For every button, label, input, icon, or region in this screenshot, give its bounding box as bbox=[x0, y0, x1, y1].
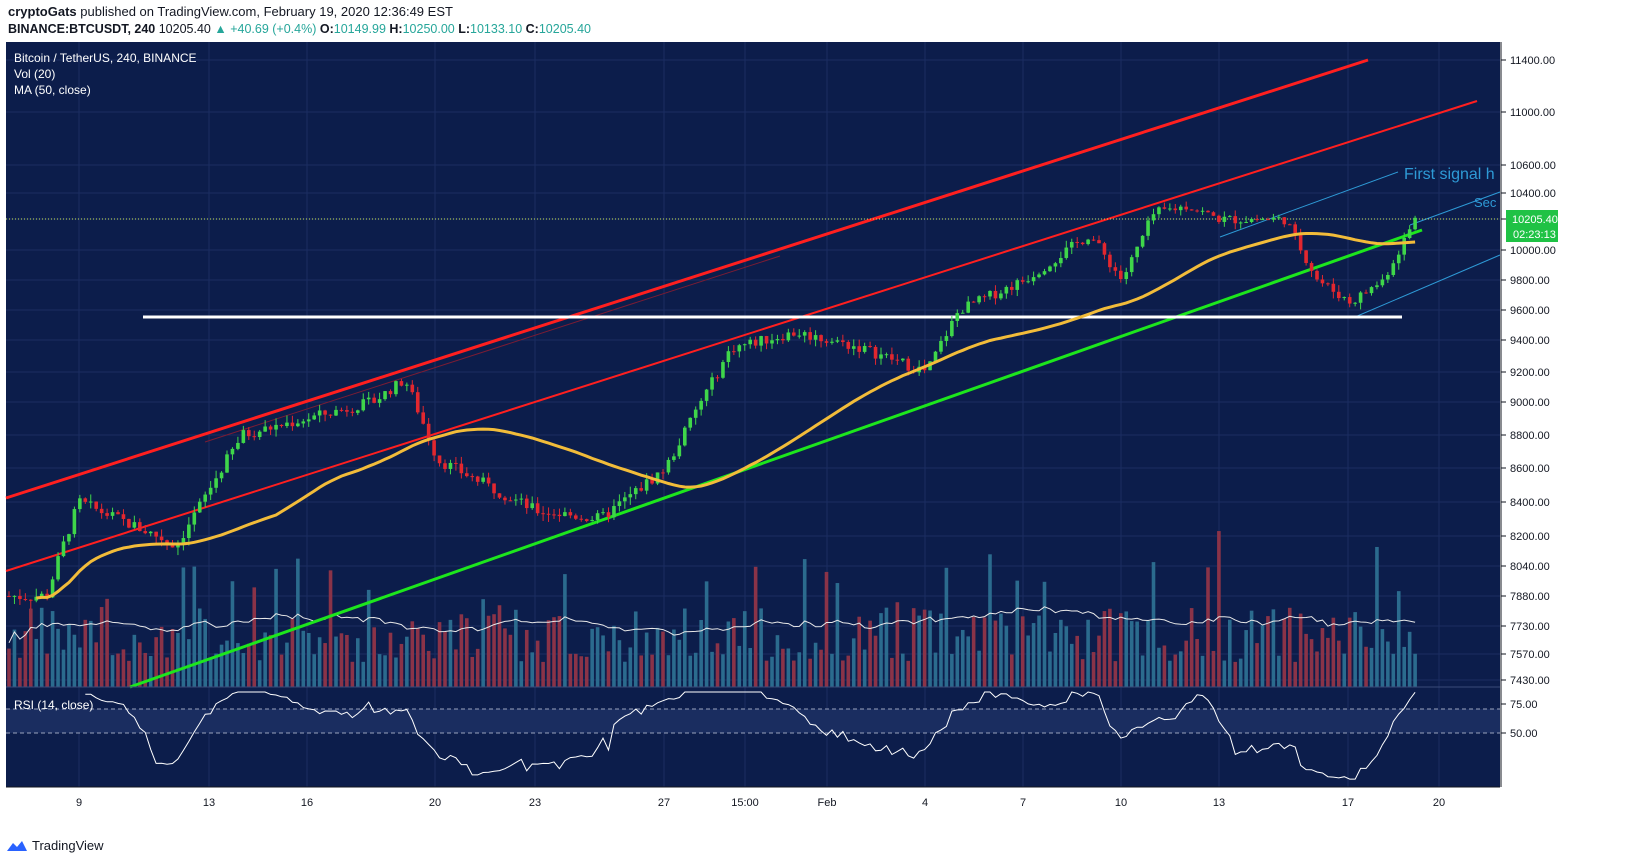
brand-name: TradingView bbox=[32, 838, 104, 853]
legend-vol: Vol (20) bbox=[14, 67, 55, 81]
volume-bars bbox=[7, 531, 1417, 687]
price-axis-bg bbox=[1500, 42, 1645, 787]
time-axis-tick: 4 bbox=[922, 797, 928, 809]
price-axis-tick: 11000.00 bbox=[1510, 107, 1555, 119]
moving-average-line bbox=[36, 232, 1416, 600]
price-axis-tick: 9400.00 bbox=[1510, 335, 1550, 347]
author-name[interactable]: cryptoGats bbox=[8, 4, 77, 19]
time-axis-tick: 15:00 bbox=[731, 797, 759, 809]
price-axis-tick: 8040.00 bbox=[1510, 561, 1550, 573]
channel-mid-line bbox=[5, 100, 1478, 572]
price-axis-tick: 9800.00 bbox=[1510, 275, 1550, 287]
legend-title: Bitcoin / TetherUS, 240, BINANCE bbox=[14, 51, 197, 65]
price-tag-value: 10205.40 bbox=[1512, 214, 1558, 226]
time-axis-tick: 27 bbox=[658, 797, 670, 809]
price-axis-tick: 8800.00 bbox=[1510, 430, 1550, 442]
price-axis-tick: 9600.00 bbox=[1510, 305, 1550, 317]
low-value: 10133.10 bbox=[470, 22, 523, 36]
rsi-axis-tick-50: 50.00 bbox=[1510, 728, 1538, 740]
price-axis-tick: 8400.00 bbox=[1510, 497, 1550, 509]
last-price: 10205.40 bbox=[158, 22, 211, 36]
time-axis-tick: 13 bbox=[1213, 797, 1225, 809]
time-axis[interactable]: 9 13 16 20 23 27 15:00 Feb 4 7 10 13 17 20 bbox=[76, 797, 1445, 809]
candlesticks bbox=[7, 201, 1417, 609]
support-line-green bbox=[129, 228, 1423, 689]
faint-line bbox=[204, 255, 781, 443]
publish-text: published on TradingView.com, February 1… bbox=[80, 4, 453, 19]
time-axis-tick: 20 bbox=[429, 797, 441, 809]
close-value: 10205.40 bbox=[538, 22, 591, 36]
ohlc-bar: BINANCE:BTCUSDT, 240 10205.40 ▲ +40.69 (… bbox=[8, 22, 591, 36]
time-axis-tick: Feb bbox=[818, 797, 837, 809]
symbol-label: BINANCE:BTCUSDT, 240 bbox=[8, 22, 156, 36]
signal-upper-line bbox=[1219, 171, 1399, 238]
price-tag-countdown: 02:23:13 bbox=[1513, 229, 1556, 241]
channel-top-line bbox=[5, 58, 1369, 500]
tradingview-icon bbox=[7, 840, 27, 851]
time-axis-tick: 20 bbox=[1433, 797, 1445, 809]
rsi-line bbox=[85, 691, 1416, 780]
time-axis-tick: 9 bbox=[76, 797, 82, 809]
time-axis-tick: 10 bbox=[1115, 797, 1127, 809]
rsi-band bbox=[6, 709, 1500, 733]
price-chart[interactable]: First signal h Sec Bitcoin / TetherUS, 2… bbox=[0, 42, 1645, 832]
close-label: C: bbox=[525, 22, 539, 36]
rsi-axis: 75.00 50.00 bbox=[1501, 699, 1538, 740]
time-axis-tick: 13 bbox=[203, 797, 215, 809]
time-axis-tick: 23 bbox=[529, 797, 541, 809]
price-axis-tick: 9000.00 bbox=[1510, 397, 1550, 409]
annotation-first-signal: First signal h bbox=[1404, 166, 1495, 183]
signal-lower-line bbox=[1354, 254, 1501, 318]
price-axis-tick: 10600.00 bbox=[1510, 160, 1556, 172]
price-axis-tick: 7730.00 bbox=[1510, 621, 1550, 633]
time-axis-bg bbox=[6, 787, 1500, 817]
last-price-tag: 10205.40 02:23:13 bbox=[1506, 210, 1558, 242]
price-axis-tick: 10400.00 bbox=[1510, 188, 1556, 200]
rsi-axis-tick-75: 75.00 bbox=[1510, 699, 1538, 711]
price-axis-tick: 9200.00 bbox=[1510, 367, 1550, 379]
price-axis-tick: 7570.00 bbox=[1510, 649, 1550, 661]
legend-rsi: RSI (14, close) bbox=[14, 698, 93, 712]
legend-ma: MA (50, close) bbox=[14, 83, 91, 97]
low-label: L: bbox=[458, 22, 471, 36]
time-axis-tick: 17 bbox=[1342, 797, 1354, 809]
price-axis-tick: 7430.00 bbox=[1510, 675, 1550, 687]
high-value: 10250.00 bbox=[402, 22, 455, 36]
annotation-second: Sec bbox=[1474, 195, 1497, 210]
volume-ma-line bbox=[8, 606, 1416, 644]
tradingview-logo[interactable]: TradingView bbox=[6, 838, 104, 853]
publish-info: cryptoGats published on TradingView.com,… bbox=[8, 4, 453, 19]
change-value: +40.69 (+0.4%) bbox=[230, 22, 317, 36]
time-axis-tick: 16 bbox=[301, 797, 313, 809]
open-label: O: bbox=[319, 22, 334, 36]
price-axis-tick: 8200.00 bbox=[1510, 531, 1550, 543]
price-axis-tick: 7880.00 bbox=[1510, 591, 1550, 603]
chart-background bbox=[6, 42, 1500, 787]
open-value: 10149.99 bbox=[333, 22, 386, 36]
time-axis-tick: 7 bbox=[1020, 797, 1026, 809]
high-label: H: bbox=[389, 22, 403, 36]
up-arrow-icon: ▲ bbox=[214, 22, 227, 36]
price-axis-tick: 11400.00 bbox=[1510, 55, 1555, 67]
price-axis-tick: 8600.00 bbox=[1510, 463, 1550, 475]
price-axis-tick: 10000.00 bbox=[1510, 245, 1556, 257]
